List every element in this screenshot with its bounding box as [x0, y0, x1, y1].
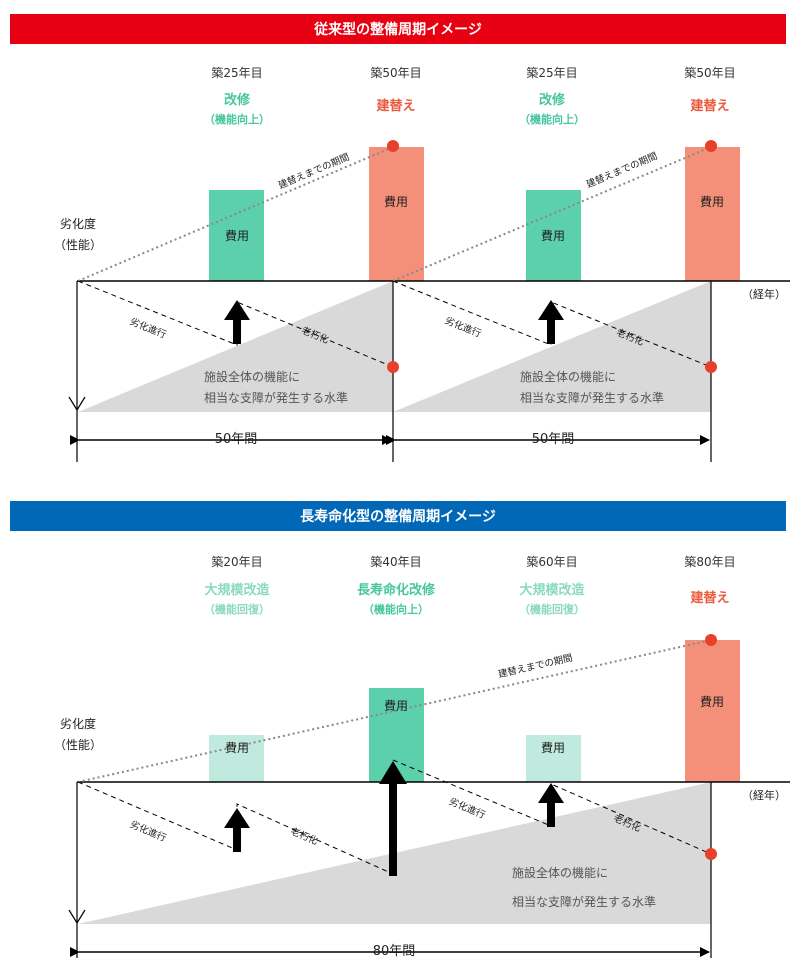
dotted-period-line [77, 639, 712, 783]
year-label: 築25年目 [526, 65, 577, 80]
degradation-label: 劣化進行 [443, 315, 483, 341]
life-extension-arrow-icon [379, 761, 407, 876]
cost-bar-rebuild-2 [685, 147, 740, 281]
year-label: 築40年目 [370, 554, 421, 569]
cost-label: 費用 [225, 740, 249, 755]
period-label: 建替えまでの期間 [584, 150, 659, 191]
limit-dot [705, 848, 717, 860]
down-arrow-icon [68, 909, 86, 925]
rebuild-dot [705, 140, 717, 152]
recovery-arrow-icon [538, 300, 564, 344]
threshold-text: 相当な支障が発生する水準 [520, 390, 664, 405]
rebuild-dot [705, 634, 717, 646]
rebuild-dot [387, 140, 399, 152]
threshold-text: 相当な支障が発生する水準 [204, 390, 348, 405]
year-label: 築50年目 [684, 65, 735, 80]
y-axis-label: 劣化度 [60, 716, 96, 731]
span-label: 50年間 [215, 432, 258, 447]
cost-label: 費用 [541, 228, 565, 243]
cost-bar-major-2 [526, 735, 581, 782]
span-label: 50年間 [532, 432, 575, 447]
threshold-area-2 [393, 281, 711, 412]
limit-dot [705, 361, 717, 373]
cost-bar-rebuild [685, 640, 740, 782]
action-label: 長寿命化改修 [357, 582, 436, 598]
recovery-arrow-icon [538, 783, 564, 827]
action-sub-label: （機能向上） [204, 112, 270, 126]
recovery-arrow-icon [224, 300, 250, 344]
threshold-area-1 [78, 281, 393, 412]
year-label: 築20年目 [211, 554, 262, 569]
long-life-title: 長寿命化型の整備周期イメージ [300, 509, 496, 525]
y-axis-label: 劣化度 [60, 216, 96, 231]
threshold-text: 施設全体の機能に [520, 369, 616, 384]
action-label: 大規模改造 [519, 582, 585, 598]
cost-label: 費用 [541, 740, 565, 755]
year-label: 築50年目 [370, 65, 421, 80]
action-sub-label: （機能回復） [204, 602, 270, 616]
y-axis-label-sub: （性能） [54, 238, 102, 252]
y-axis-label-sub: （性能） [54, 738, 102, 752]
year-label: 築25年目 [211, 65, 262, 80]
aging-label: 老朽化 [289, 825, 320, 847]
span-label: 80年間 [373, 944, 416, 959]
cost-bar-renovation-2 [526, 190, 581, 281]
dotted-period-line-1 [77, 146, 394, 282]
action-label: 建替え [690, 590, 729, 606]
x-axis-label: （経年） [742, 788, 786, 802]
cost-label: 費用 [384, 698, 408, 713]
down-arrow-icon [68, 396, 86, 412]
cost-bar-renovation-1 [209, 190, 264, 281]
limit-dot [387, 361, 399, 373]
cost-label: 費用 [225, 228, 249, 243]
x-axis-label: （経年） [742, 287, 786, 301]
cost-bar-life-extension [369, 688, 424, 782]
long-life-title-banner: 長寿命化型の整備周期イメージ [10, 501, 786, 531]
cost-label: 費用 [700, 694, 724, 709]
action-label: 改修 [539, 92, 566, 108]
period-label: 建替えまでの期間 [497, 652, 574, 681]
period-label: 建替えまでの期間 [276, 151, 351, 192]
cost-bar-rebuild-1 [369, 147, 424, 281]
threshold-text: 相当な支障が発生する水準 [512, 894, 656, 909]
year-label: 築60年目 [526, 554, 577, 569]
year-label: 築80年目 [684, 554, 735, 569]
conventional-title: 従来型の整備周期イメージ [314, 22, 482, 38]
conventional-title-banner: 従来型の整備周期イメージ [10, 14, 786, 44]
cost-label: 費用 [700, 194, 724, 209]
action-label: 大規模改造 [204, 582, 270, 598]
cost-label: 費用 [384, 194, 408, 209]
threshold-text: 施設全体の機能に [204, 369, 300, 384]
action-label: 建替え [376, 98, 415, 114]
recovery-arrow-icon [224, 808, 250, 852]
degradation-label: 劣化進行 [447, 795, 487, 821]
action-sub-label: （機能向上） [363, 602, 429, 616]
conventional-diagram: 築25年目 築50年目 築25年目 築50年目 改修 （機能向上） 建替え 改修… [54, 65, 790, 462]
action-label: 建替え [690, 98, 729, 114]
long-life-diagram: 築20年目 築40年目 築60年目 築80年目 大規模改造 （機能回復） 長寿命… [54, 554, 790, 959]
action-sub-label: （機能回復） [519, 602, 585, 616]
action-sub-label: （機能向上） [519, 112, 585, 126]
degradation-label: 劣化進行 [128, 818, 168, 844]
degradation-label: 劣化進行 [128, 316, 168, 342]
action-label: 改修 [224, 92, 251, 108]
threshold-text: 施設全体の機能に [512, 865, 608, 880]
